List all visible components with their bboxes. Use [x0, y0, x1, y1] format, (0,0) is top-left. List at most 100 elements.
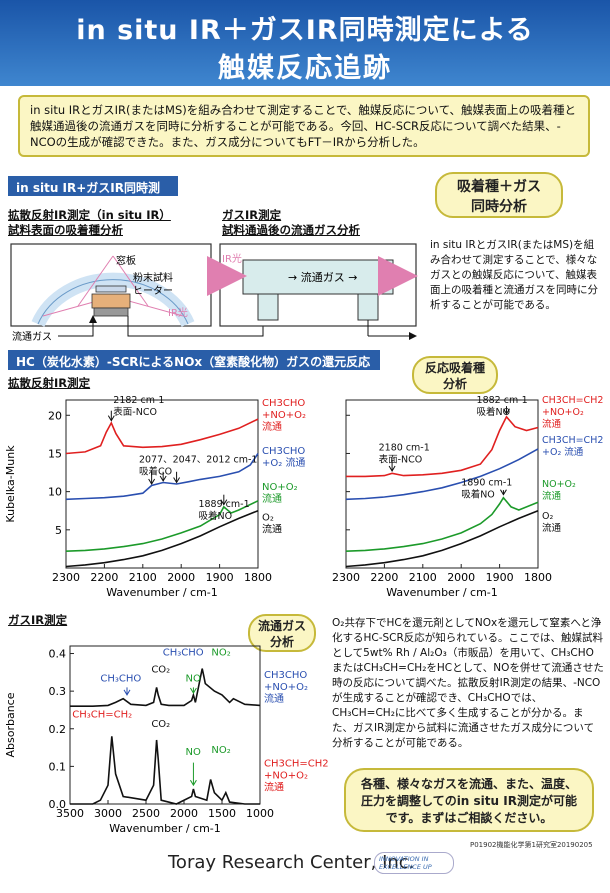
- section2-bubble: 反応吸着種 分析: [412, 356, 498, 394]
- apparatus-diagram: 窓板 粉末試料 ヒーター IR光 流通ガス → 流通ガス → IR光: [10, 243, 418, 343]
- x-tick-label: 3000: [94, 807, 122, 820]
- x-tick-label: 2200: [370, 571, 398, 584]
- anno-no-1: NO: [186, 674, 201, 685]
- doc-id: P01902機能化学第1研究室20190205: [470, 841, 593, 849]
- legend-red: CH3CHO: [262, 398, 305, 409]
- series-line-2: [65, 500, 259, 552]
- anno-ch3cho-2: CH₃CHO: [163, 647, 204, 658]
- window-plate: [95, 285, 127, 293]
- y-axis-label: Absorbance: [4, 692, 17, 757]
- series-line-0: [65, 418, 259, 455]
- anno-no-1890: 1890 cm-1: [461, 478, 512, 489]
- y-tick-label: 20: [48, 409, 62, 422]
- legend-red-2: +NO+O₂: [542, 407, 584, 418]
- drift2-title: 拡散反射IR測定: [8, 376, 91, 390]
- legend-blue: +O₂ 流通: [262, 456, 305, 469]
- legend-black: O₂: [262, 513, 274, 524]
- powder-label: 粉末試料: [133, 271, 173, 284]
- anno-co2-2: CO₂: [151, 719, 170, 730]
- anno-no2-1: NO₂: [211, 647, 230, 658]
- x-tick-label: 1000: [246, 807, 274, 820]
- x-tick-label: 1800: [244, 571, 272, 584]
- x-tick-label: 2300: [52, 571, 80, 584]
- section1-bar: in situ IR+ガスIR同時測定: [8, 176, 178, 212]
- x-tick-label: 1900: [486, 571, 514, 584]
- legend-gas-2: CH3CH=CH2: [264, 758, 329, 769]
- gasir2-title: ガスIR測定: [8, 613, 68, 627]
- legend-green-2: NO+O₂: [542, 479, 576, 490]
- legend-black: 流通: [262, 523, 282, 536]
- series-line-1: [345, 448, 539, 501]
- section1-bubble: 吸着種＋ガス 同時分析: [435, 172, 563, 218]
- drift-title: 拡散反射IR測定（in situ IR）: [8, 208, 171, 222]
- series-line-3: [65, 509, 259, 568]
- plot-frame: [65, 399, 259, 569]
- anno-co: 吸着CO: [139, 466, 172, 478]
- drift-sub: 試料表面の吸着種分析: [8, 223, 123, 237]
- window-label: 窓板: [116, 254, 136, 267]
- anno-co2-1: CO₂: [151, 664, 170, 675]
- anno-nco: 表面-NCO: [113, 406, 157, 418]
- heater-block: [93, 307, 129, 317]
- cell-flow-label: → 流通ガス →: [288, 270, 357, 284]
- series-line-2: [345, 496, 539, 552]
- y-axis-label: Kubelka-Munk: [4, 445, 17, 523]
- y-tick-label: 0.4: [49, 648, 67, 661]
- series-line-3: [345, 509, 539, 568]
- x-tick-label: 2500: [132, 807, 160, 820]
- plot-frame: [69, 645, 261, 805]
- drift-chart-ch3cho: 2300 2200 2100 2000 1900 1800 5 10 15 20 Wavenumbe…: [4, 395, 306, 599]
- title-line1: in situ IR＋ガスIR同時測定による: [76, 15, 534, 46]
- legend-red: 流通: [262, 420, 282, 433]
- legend-blue-2: CH3CH=CH2: [542, 435, 603, 446]
- x-tick-label: 2000: [167, 571, 195, 584]
- section1-desc: in situ IRとガスIR(またはMS)を組み合わせて測定することで、様々な…: [430, 239, 598, 311]
- x-tick-label: 1900: [206, 571, 234, 584]
- legend-red: +NO+O₂: [262, 410, 306, 421]
- anno-nco-2: 表面-NCO: [379, 453, 423, 465]
- legend-gas-1: 流通: [264, 692, 284, 705]
- legend-green-2: 流通: [542, 490, 562, 502]
- anno-propene: CH₃CH=CH₂: [72, 709, 132, 720]
- legend-gas-2: +NO+O₂: [264, 770, 308, 781]
- series-line-0: [70, 668, 261, 707]
- anno-no-2: NO: [186, 747, 201, 758]
- gasir-sub: 試料通過後の流通ガス分析: [222, 223, 360, 237]
- x-tick-label: 2300: [332, 571, 360, 584]
- title-line2: 触媒反応追跡: [218, 53, 392, 84]
- series-line-0: [346, 415, 539, 478]
- legend-gas-2: 流通: [264, 780, 284, 793]
- x-axis-label: Wavenumber / cm-1: [109, 822, 221, 835]
- legend-red-2: CH3CH=CH2: [542, 395, 603, 406]
- gas-ir-chart: 3500 3000 2500 2000 1500 1000 0.0 0.1 0.2 0.3 0.4 W…: [4, 645, 329, 835]
- y-tick-label: 0.3: [49, 685, 67, 698]
- x-tick-label: 2000: [170, 807, 198, 820]
- summary-box: in situ IRとガスIR(またはMS)を組み合わせて測定することで、触媒反…: [18, 95, 590, 157]
- anno-no-1890: 吸着NO: [461, 489, 495, 501]
- ir-light-label: IR光: [168, 306, 188, 319]
- legend-green: NO+O₂: [262, 482, 298, 493]
- x-tick-label: 2100: [129, 571, 157, 584]
- x-tick-label: 2100: [409, 571, 437, 584]
- y-tick-label: 0.1: [49, 760, 67, 773]
- section2-bar: HC（炭化水素）-SCRによるNOx（窒素酸化物）ガスの還元反応: [8, 350, 380, 370]
- legend-black-2: 流通: [542, 522, 562, 534]
- section2-desc: O₂共存下でHCを還元剤としてNOxを還元して窒素へと浄化するHC-SCR反応が…: [332, 617, 604, 749]
- anno-no: 吸着NO: [198, 510, 232, 522]
- logo: INNOVATION IN EXCELLENCE UP: [374, 852, 454, 874]
- contact-box: 各種、様々なガスを流通、また、温度、圧力を調整してのin situ IR測定が可…: [344, 768, 594, 832]
- company-name: Toray Research Center, Inc.: [168, 852, 415, 873]
- x-tick-label: 3500: [56, 807, 84, 820]
- y-tick-label: 0.0: [49, 798, 67, 811]
- plot-frame: [345, 399, 539, 569]
- sample-cup: [91, 293, 131, 309]
- x-tick-label: 1800: [524, 571, 552, 584]
- y-tick-label: 5: [55, 524, 62, 537]
- x-tick-label: 2200: [90, 571, 118, 584]
- series-line-1: [65, 453, 259, 501]
- ir-light2-label: IR光: [222, 252, 242, 265]
- anno-no2-2: NO₂: [211, 745, 230, 756]
- legend-gas-1: CH3CHO: [264, 670, 307, 681]
- legend-blue-2: +O₂ 流通: [542, 446, 584, 458]
- legend-green: 流通: [262, 492, 282, 505]
